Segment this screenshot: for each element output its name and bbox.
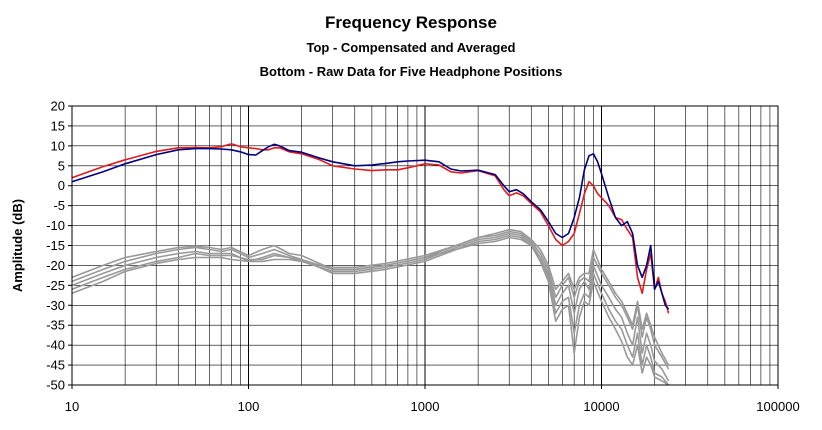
series-line-series-red-1: [71, 143, 670, 314]
series-line-raw-2: [71, 230, 670, 370]
y-tick-label: 20: [51, 99, 65, 114]
series-line-raw-6: [71, 228, 670, 366]
y-tick-label: 15: [51, 118, 65, 133]
x-tick-label: 10000: [583, 399, 619, 414]
series-line-raw-4: [71, 232, 670, 386]
series-lines: [71, 143, 670, 386]
y-tick-label: -15: [46, 238, 65, 253]
y-tick-label: -10: [46, 218, 65, 233]
y-tick-label: -45: [46, 358, 65, 373]
y-axis-label: Amplitude (dB): [10, 199, 25, 292]
x-tick-label: 100: [238, 399, 260, 414]
y-tick-label: 10: [51, 138, 65, 153]
y-tick-label: -50: [46, 378, 65, 393]
y-tick-label: -20: [46, 258, 65, 273]
y-tick-label: -5: [53, 198, 65, 213]
chart-subtitle-top: Top - Compensated and Averaged: [306, 40, 516, 55]
x-tick-label: 1000: [411, 399, 440, 414]
y-tick-label: 0: [58, 178, 65, 193]
y-tick-label: -40: [46, 338, 65, 353]
chart-title: Frequency Response: [325, 13, 497, 32]
y-tick-label: -35: [46, 318, 65, 333]
series-line-raw-5: [71, 236, 670, 386]
y-tick-label: 5: [58, 158, 65, 173]
plot-frame: [71, 105, 779, 386]
y-tick-label: -25: [46, 278, 65, 293]
chart-subtitle-bottom: Bottom - Raw Data for Five Headphone Pos…: [259, 64, 563, 79]
x-tick-label: 100000: [756, 399, 799, 414]
x-tick-label: 10: [65, 399, 79, 414]
series-line-series-blue-0: [71, 143, 670, 310]
y-tick-label: -30: [46, 298, 65, 313]
